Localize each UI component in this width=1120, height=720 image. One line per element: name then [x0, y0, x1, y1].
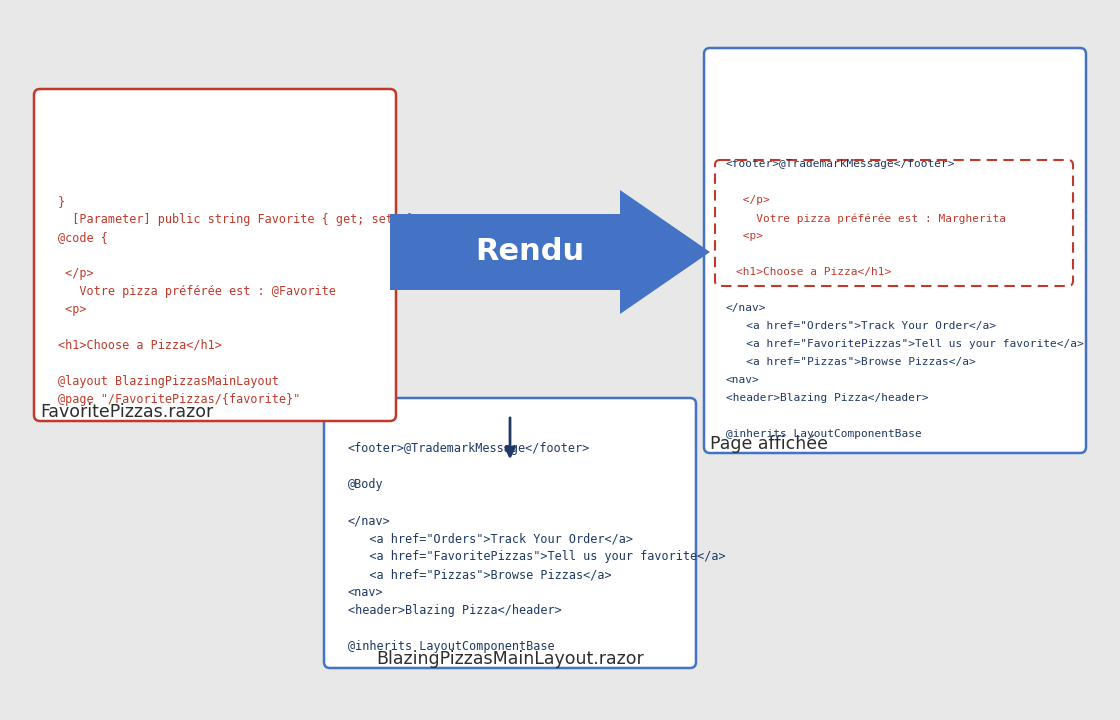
Text: <a href="FavoritePizzas">Tell us your favorite</a>: <a href="FavoritePizzas">Tell us your fa…	[348, 550, 726, 563]
Text: <a href="Orders">Track Your Order</a>: <a href="Orders">Track Your Order</a>	[348, 532, 633, 545]
Text: @inherits LayoutComponentBase: @inherits LayoutComponentBase	[348, 640, 554, 653]
Polygon shape	[390, 190, 710, 314]
Text: BlazingPizzasMainLayout.razor: BlazingPizzasMainLayout.razor	[376, 650, 644, 668]
FancyBboxPatch shape	[715, 160, 1073, 286]
Text: @page "/FavoritePizzas/{favorite}": @page "/FavoritePizzas/{favorite}"	[58, 393, 300, 406]
Text: [Parameter] public string Favorite { get; set; }: [Parameter] public string Favorite { get…	[58, 213, 414, 226]
FancyBboxPatch shape	[704, 48, 1086, 453]
Text: Page affichée: Page affichée	[710, 434, 828, 453]
Text: </p>: </p>	[58, 267, 94, 280]
Text: @layout BlazingPizzasMainLayout: @layout BlazingPizzasMainLayout	[58, 375, 279, 388]
Text: <a href="Pizzas">Browse Pizzas</a>: <a href="Pizzas">Browse Pizzas</a>	[348, 568, 612, 581]
Text: <p>: <p>	[58, 303, 86, 316]
Text: <nav>: <nav>	[726, 375, 759, 385]
Text: <footer>@TrademarkMessage</footer>: <footer>@TrademarkMessage</footer>	[348, 442, 590, 455]
Text: </p>: </p>	[736, 195, 769, 205]
Text: <h1>Choose a Pizza</h1>: <h1>Choose a Pizza</h1>	[58, 339, 222, 352]
Text: <p>: <p>	[736, 231, 763, 241]
Text: <nav>: <nav>	[348, 586, 384, 599]
Text: @code {: @code {	[58, 231, 108, 244]
Text: </nav>: </nav>	[348, 514, 391, 527]
Text: <header>Blazing Pizza</header>: <header>Blazing Pizza</header>	[726, 393, 928, 403]
Text: FavoritePizzas.razor: FavoritePizzas.razor	[40, 403, 213, 421]
Text: }: }	[58, 195, 65, 208]
Text: <header>Blazing Pizza</header>: <header>Blazing Pizza</header>	[348, 604, 562, 617]
Text: <a href="FavoritePizzas">Tell us your favorite</a>: <a href="FavoritePizzas">Tell us your fa…	[726, 339, 1084, 349]
FancyBboxPatch shape	[324, 398, 696, 668]
Text: @inherits LayoutComponentBase: @inherits LayoutComponentBase	[726, 429, 922, 439]
Text: Votre pizza préférée est : @Favorite: Votre pizza préférée est : @Favorite	[58, 285, 336, 298]
Text: <a href="Pizzas">Browse Pizzas</a>: <a href="Pizzas">Browse Pizzas</a>	[726, 357, 976, 367]
FancyBboxPatch shape	[34, 89, 396, 421]
Text: Votre pizza préférée est : Margherita: Votre pizza préférée est : Margherita	[736, 213, 1006, 223]
Text: </nav>: </nav>	[726, 303, 766, 313]
Text: @Body: @Body	[348, 478, 384, 491]
Text: <a href="Orders">Track Your Order</a>: <a href="Orders">Track Your Order</a>	[726, 321, 996, 331]
Text: <h1>Choose a Pizza</h1>: <h1>Choose a Pizza</h1>	[736, 267, 892, 277]
Text: <footer>@TrademarkMessage</footer>: <footer>@TrademarkMessage</footer>	[726, 159, 955, 169]
Text: Rendu: Rendu	[475, 238, 585, 266]
